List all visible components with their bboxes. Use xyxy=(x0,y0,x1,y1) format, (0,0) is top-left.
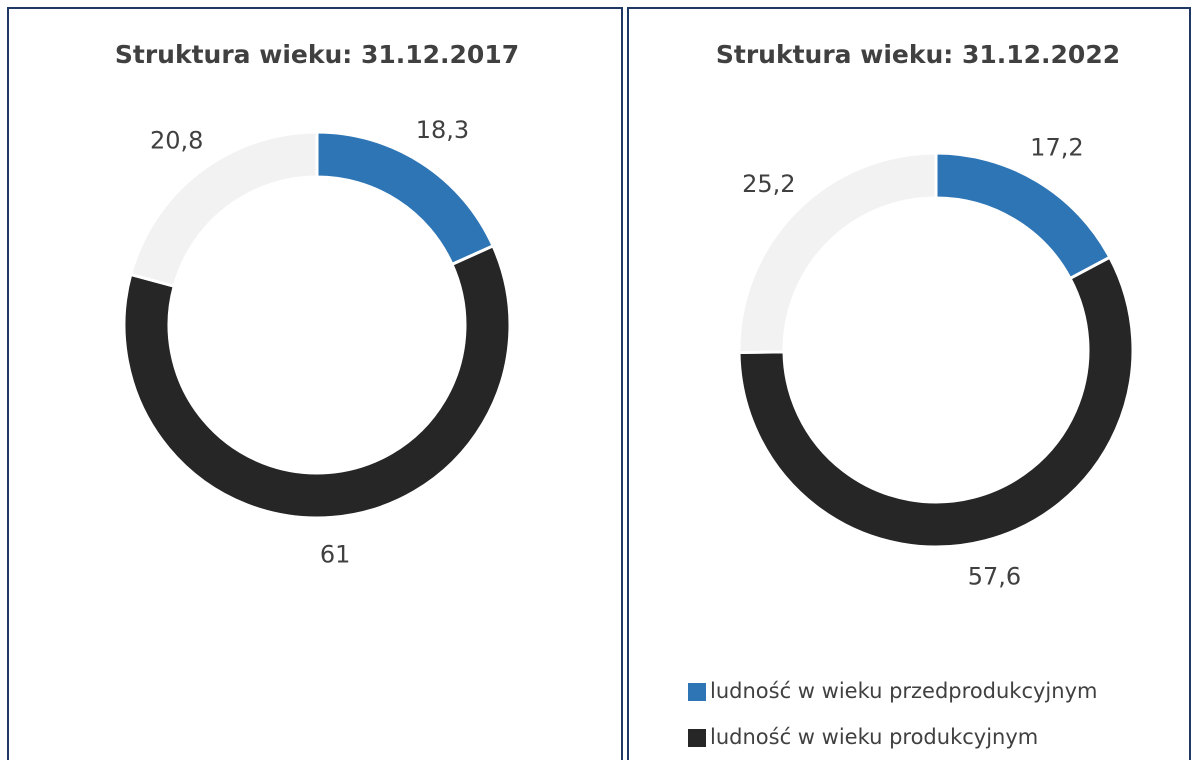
data-label: 17,2 xyxy=(1030,133,1083,161)
panel-left xyxy=(7,7,623,760)
donut-segment xyxy=(737,151,938,354)
data-label: 20,8 xyxy=(150,126,203,154)
legend-swatch xyxy=(688,729,706,747)
donut-segment xyxy=(128,130,319,289)
donut-segment xyxy=(122,243,512,520)
data-label: 57,6 xyxy=(968,563,1021,591)
data-label: 18,3 xyxy=(416,116,469,144)
legend-label: ludność w wieku przedprodukcyjnym xyxy=(710,679,1097,703)
donut-segment xyxy=(315,130,496,267)
donut-segment xyxy=(934,151,1112,281)
panel-right xyxy=(627,7,1191,760)
donut-segment xyxy=(737,255,1135,549)
legend-swatch xyxy=(688,683,706,701)
legend-label: ludność w wieku produkcyjnym xyxy=(710,725,1038,749)
chart-title: Struktura wieku: 31.12.2017 xyxy=(115,40,519,69)
data-label: 61 xyxy=(320,540,351,568)
chart-title: Struktura wieku: 31.12.2022 xyxy=(716,40,1120,69)
data-label: 25,2 xyxy=(742,170,795,198)
